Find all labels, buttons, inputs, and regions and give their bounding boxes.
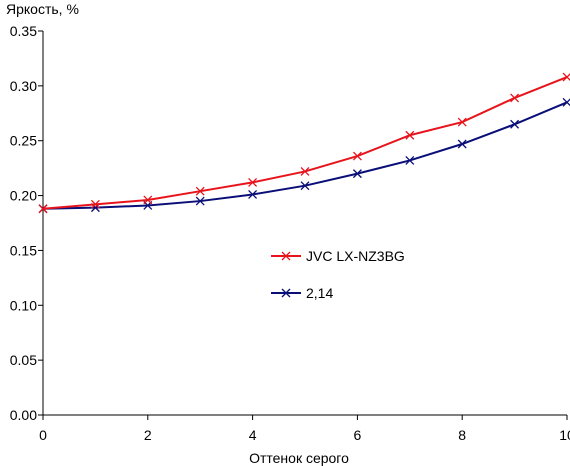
y-tick-label: 0.30 bbox=[10, 78, 37, 94]
data-point bbox=[405, 130, 415, 140]
data-point bbox=[248, 190, 258, 199]
series-layer bbox=[38, 72, 570, 214]
legend-item: 2,14 bbox=[271, 285, 333, 301]
data-point bbox=[300, 166, 310, 176]
data-point bbox=[352, 151, 362, 161]
x-axis-title: Оттенок серого bbox=[249, 450, 349, 466]
data-point bbox=[352, 169, 362, 179]
legend-item: JVC LX-NZ3BG bbox=[271, 248, 405, 264]
legend-label: JVC LX-NZ3BG bbox=[306, 248, 405, 264]
data-point bbox=[562, 97, 570, 107]
data-point bbox=[195, 196, 205, 206]
legend-marker bbox=[281, 251, 291, 261]
x-axis-ticks: 0 2 4 6 8 10 bbox=[39, 415, 570, 443]
x-tick-label: 0 bbox=[39, 427, 47, 443]
x-tick-label: 8 bbox=[458, 427, 466, 443]
axes bbox=[42, 31, 567, 416]
legend-label: 2,14 bbox=[306, 285, 333, 301]
series-line bbox=[42, 101, 568, 210]
x-tick-label: 6 bbox=[354, 427, 362, 443]
data-point bbox=[457, 139, 467, 149]
data-point bbox=[405, 156, 415, 165]
data-point bbox=[90, 199, 100, 209]
series-line bbox=[42, 76, 568, 210]
data-point bbox=[510, 93, 520, 103]
x-tick-label: 2 bbox=[144, 427, 152, 443]
series-1 bbox=[38, 72, 570, 214]
y-tick-label: 0.15 bbox=[10, 242, 37, 258]
data-point bbox=[562, 72, 570, 82]
data-point bbox=[143, 195, 153, 205]
x-tick-label: 4 bbox=[249, 427, 257, 443]
y-tick-label: 0.00 bbox=[10, 407, 37, 423]
y-tick-label: 0.20 bbox=[10, 188, 37, 204]
legend: JVC LX-NZ3BG 2,14 bbox=[271, 248, 405, 301]
y-tick-label: 0.05 bbox=[10, 352, 37, 368]
data-point bbox=[510, 119, 520, 129]
data-point bbox=[300, 181, 310, 191]
data-point bbox=[38, 204, 48, 214]
series-2 bbox=[38, 97, 570, 214]
data-point bbox=[195, 186, 205, 196]
data-point bbox=[248, 177, 258, 187]
y-axis-title: Яркость, % bbox=[6, 1, 79, 17]
y-tick-label: 0.25 bbox=[10, 133, 37, 149]
y-tick-label: 0.35 bbox=[10, 23, 37, 39]
data-point bbox=[457, 117, 467, 127]
legend-marker bbox=[281, 288, 291, 298]
x-tick-label: 10 bbox=[559, 427, 570, 443]
y-tick-label: 0.10 bbox=[10, 297, 37, 313]
y-axis-ticks: 0.00 0.05 0.10 0.15 0.20 0.25 0.30 0.35 bbox=[10, 23, 43, 423]
